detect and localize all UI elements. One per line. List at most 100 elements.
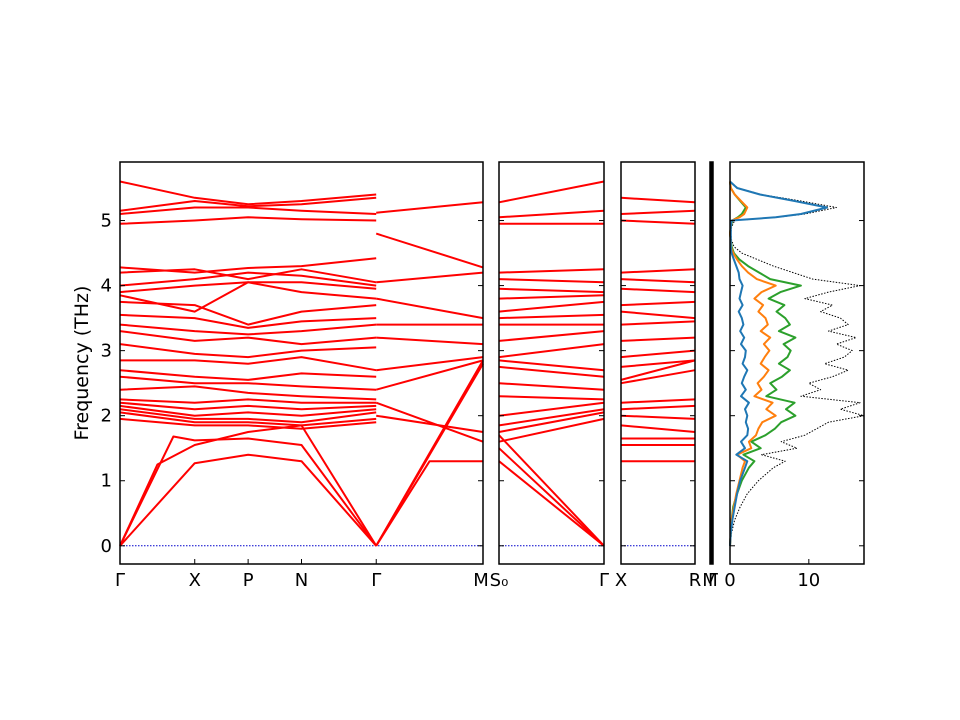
optical-branch-16 bbox=[119, 375, 377, 391]
optical-branch-14 bbox=[120, 356, 377, 372]
branch-1 bbox=[620, 209, 696, 215]
branch-3 bbox=[620, 268, 696, 274]
branch-13 bbox=[620, 369, 696, 385]
x-tick-label-2: P bbox=[243, 570, 254, 591]
branch-9 bbox=[620, 336, 696, 342]
branch-3 bbox=[498, 268, 605, 274]
branch-0 bbox=[375, 232, 484, 269]
acoustic-branch-1 bbox=[119, 453, 377, 547]
optical-branch-6 bbox=[119, 271, 377, 287]
optical-branch-23 bbox=[119, 417, 377, 430]
panel-segment-2: S₀ Γ bbox=[490, 161, 609, 591]
dos-total-line bbox=[729, 181, 865, 546]
branch-22 bbox=[498, 434, 605, 547]
x-tick-label-1: R bbox=[689, 570, 702, 591]
branch-10 bbox=[620, 349, 696, 359]
optical-branch-10 bbox=[119, 313, 377, 329]
branch-12 bbox=[498, 359, 605, 372]
branch-1 bbox=[498, 209, 605, 219]
y-tick-label: 4 bbox=[101, 276, 112, 297]
branch-12 bbox=[620, 359, 696, 381]
branch-16 bbox=[620, 414, 696, 420]
acoustic-branch-2 bbox=[119, 424, 378, 547]
branch-6 bbox=[376, 356, 484, 372]
dos-panel: 0 10 bbox=[724, 161, 865, 591]
optical-branch-8 bbox=[119, 281, 377, 313]
branch-17 bbox=[620, 424, 696, 433]
branch-6 bbox=[498, 294, 605, 300]
branch-7 bbox=[620, 310, 696, 320]
branch-19 bbox=[498, 417, 605, 443]
branch-3 bbox=[376, 297, 484, 320]
x-tick-label-0: S₀ bbox=[490, 570, 509, 591]
optical-branch-22 bbox=[119, 411, 377, 427]
branch-16 bbox=[498, 401, 605, 417]
optical-branch-17 bbox=[119, 385, 377, 401]
branch-4 bbox=[498, 278, 605, 284]
branch-14 bbox=[620, 398, 696, 404]
panel-frame bbox=[498, 161, 605, 565]
y-tick-label: 5 bbox=[101, 211, 112, 232]
branch-14 bbox=[498, 382, 605, 391]
dos-partial-green bbox=[729, 181, 802, 546]
optical-branch-11 bbox=[119, 323, 377, 336]
branch-5 bbox=[620, 287, 696, 294]
dos-frame bbox=[729, 161, 865, 565]
x-tick-label-0: Γ bbox=[115, 570, 125, 591]
panel-frame bbox=[620, 161, 696, 565]
branch-8 bbox=[375, 401, 484, 443]
y-tick-label: 2 bbox=[101, 406, 112, 427]
optical-branch-3 bbox=[119, 216, 377, 225]
branch-2 bbox=[620, 219, 696, 225]
branch-12 bbox=[375, 363, 484, 547]
branch-1 bbox=[376, 201, 484, 214]
branch-5 bbox=[498, 287, 605, 294]
optical-branch-1 bbox=[119, 196, 377, 212]
branch-7 bbox=[498, 300, 605, 313]
branch-15 bbox=[620, 404, 696, 411]
dos-x-tick-label-0: 0 bbox=[724, 570, 735, 591]
optical-branch-18 bbox=[119, 398, 377, 404]
x-tick-label-0: M bbox=[702, 570, 718, 591]
panel-segment-1: Γ X P N Γ M 0 1 2 3 4 5 bbox=[101, 161, 489, 591]
branch-2 bbox=[376, 271, 484, 284]
y-tick-label: 3 bbox=[101, 341, 112, 362]
branch-11 bbox=[620, 359, 696, 368]
x-tick-label-4: Γ bbox=[371, 570, 381, 591]
branch-17 bbox=[498, 408, 605, 427]
branch-8 bbox=[498, 313, 605, 320]
x-tick-label-0: X bbox=[615, 570, 627, 591]
branch-0 bbox=[498, 180, 605, 204]
optical-branch-9 bbox=[119, 300, 377, 326]
optical-branch-12 bbox=[119, 330, 377, 346]
y-tick-label: 0 bbox=[101, 536, 112, 557]
x-tick-label-1: Γ bbox=[708, 570, 718, 591]
optical-branch-2 bbox=[119, 206, 377, 215]
optical-branch-19 bbox=[119, 401, 377, 411]
branch-15 bbox=[498, 395, 605, 401]
optical-branch-20 bbox=[119, 404, 377, 417]
x-tick-label-1: Γ bbox=[599, 570, 609, 591]
branch-5 bbox=[376, 336, 484, 346]
branch-0 bbox=[620, 196, 696, 204]
dos-partial-blue bbox=[729, 180, 828, 546]
y-tick-label: 1 bbox=[101, 471, 112, 492]
branch-21 bbox=[498, 447, 605, 547]
branch-10 bbox=[375, 460, 483, 547]
acoustic-branch-0 bbox=[119, 435, 378, 547]
x-tick-label-right: M bbox=[473, 570, 489, 591]
branch-9 bbox=[376, 414, 484, 433]
branch-4 bbox=[620, 278, 696, 284]
optical-branch-0 bbox=[119, 180, 377, 206]
optical-branch-13 bbox=[119, 343, 377, 359]
branch-13 bbox=[498, 365, 605, 378]
branch-6 bbox=[620, 300, 696, 307]
x-tick-label-3: N bbox=[295, 570, 308, 591]
optical-branch-5 bbox=[119, 268, 377, 284]
branch-11 bbox=[498, 343, 605, 359]
optical-branch-7 bbox=[119, 281, 377, 294]
panel-segment-4: MΓ bbox=[702, 161, 718, 591]
